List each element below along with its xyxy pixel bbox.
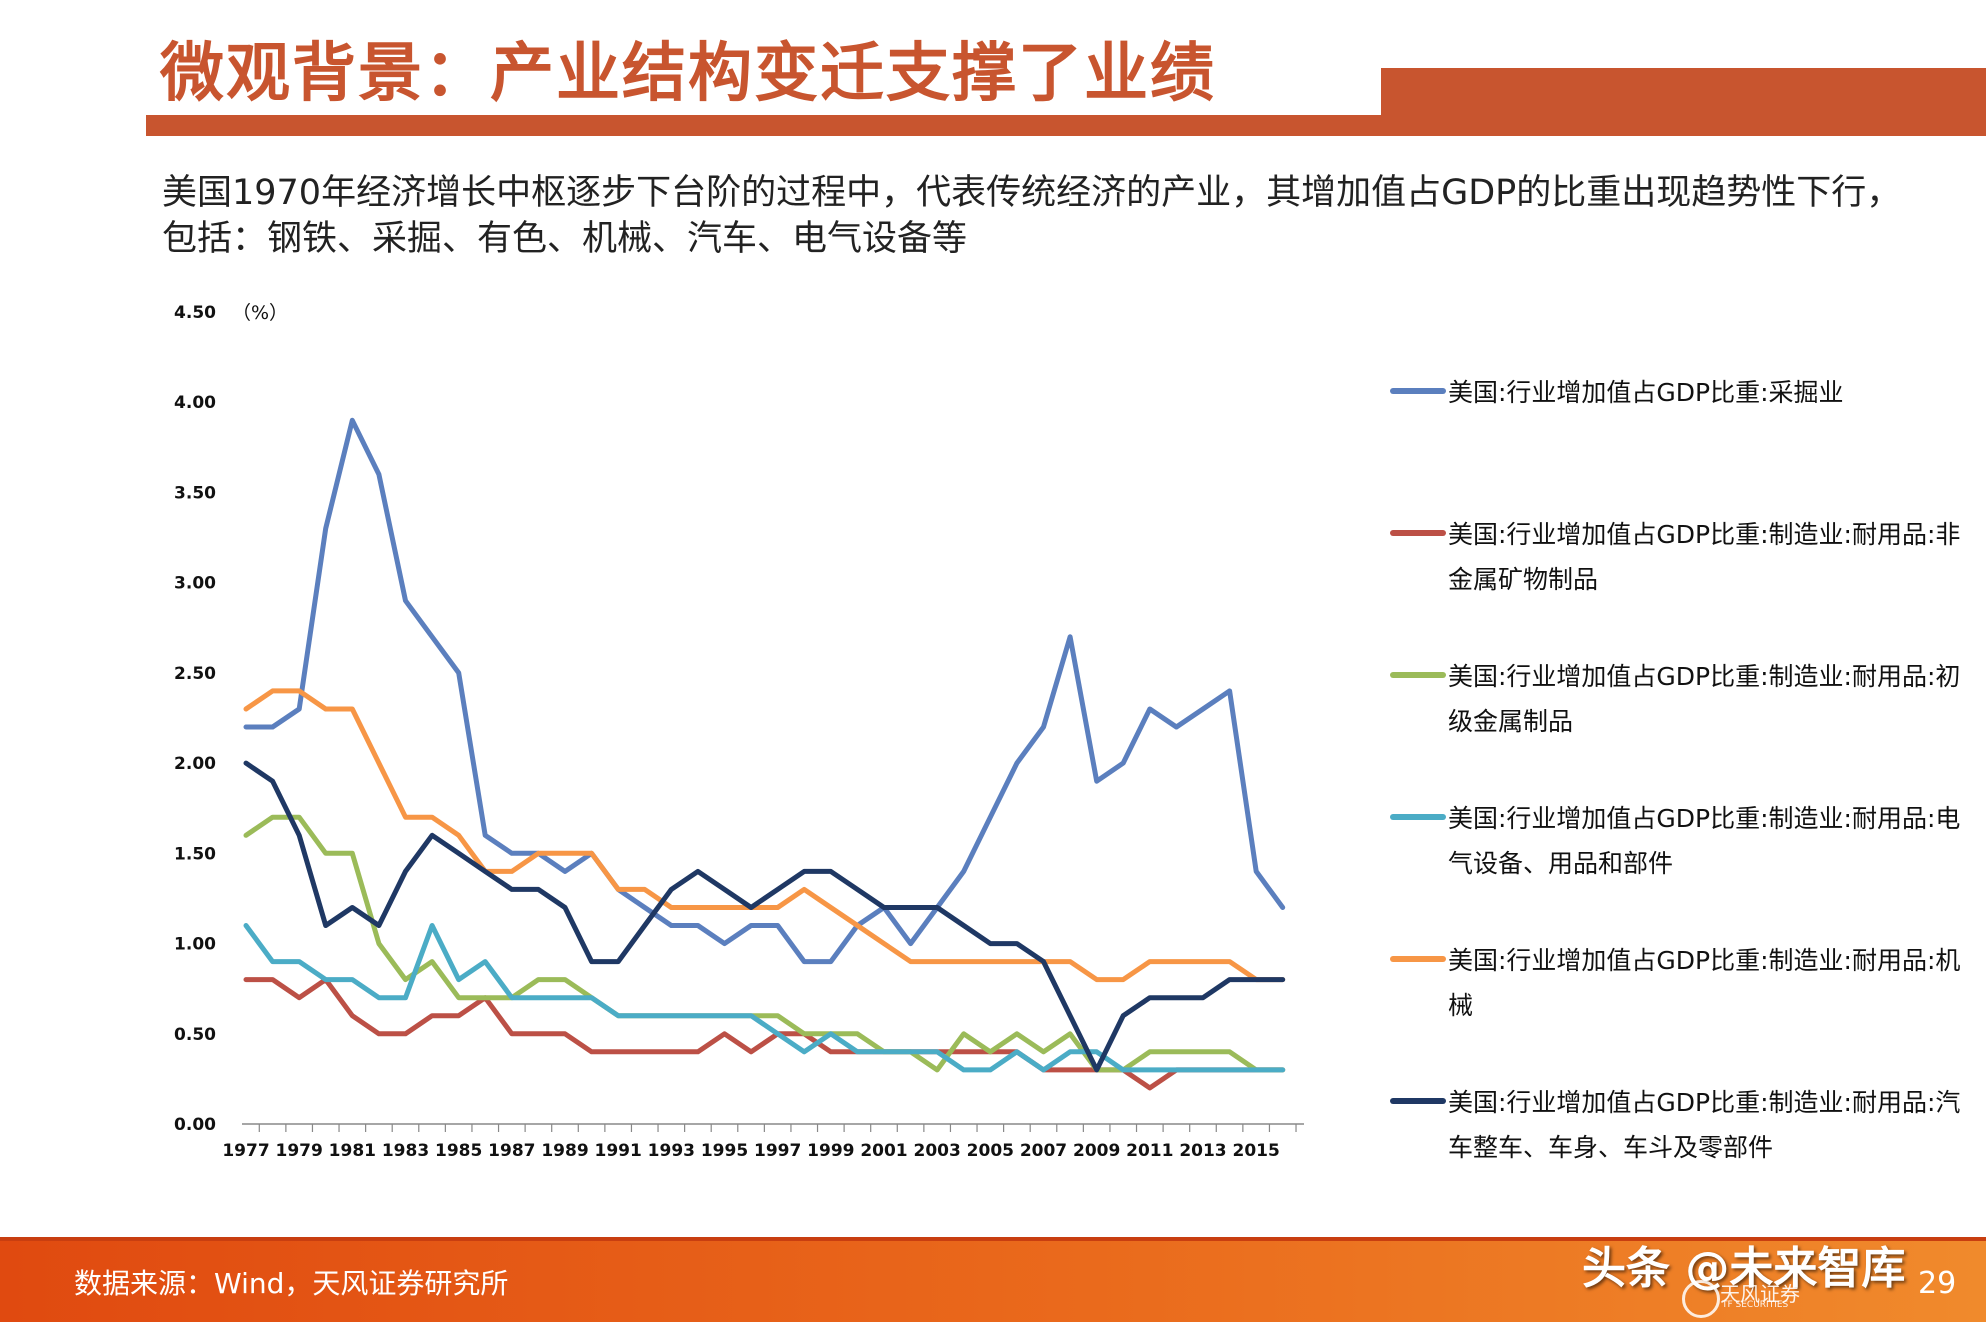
y-tick-label: 1.50 (174, 844, 216, 864)
series-line-5 (243, 760, 1286, 1073)
x-tick-label: 1991 (594, 1141, 641, 1161)
x-tick-label: 2009 (1073, 1141, 1120, 1161)
x-tick-label: 1981 (329, 1141, 376, 1161)
y-tick-label: 3.00 (174, 574, 216, 594)
legend-label: 美国:行业增加值占GDP比重:制造业:耐用品:非金属矿物制品 (1448, 520, 1961, 594)
y-tick-label: 4.00 (174, 393, 216, 413)
x-tick-label: 2001 (860, 1141, 907, 1161)
series-line-2 (243, 814, 1286, 1073)
legend-swatch (1390, 672, 1446, 678)
x-tick-label: 1985 (435, 1141, 482, 1161)
footer-bar (0, 1237, 1986, 1322)
title-underline-bar (146, 115, 1381, 136)
y-tick-label: 2.00 (174, 754, 216, 774)
y-tick-label: 0.50 (174, 1025, 216, 1045)
x-tick-label: 2003 (913, 1141, 960, 1161)
x-tick-label: 2005 (967, 1141, 1014, 1161)
legend-swatch (1390, 814, 1446, 820)
watermark-text: 头条 @未来智库 (1582, 1243, 1906, 1294)
slide-description: 美国1970年经济增长中枢逐步下台阶的过程中，代表传统经济的产业，其增加值占GD… (162, 173, 1902, 259)
legend-swatch (1390, 530, 1446, 536)
legend-swatch (1390, 388, 1446, 394)
chart-series (243, 417, 1286, 1091)
page-title: 微观背景：产业结构变迁支撑了业绩 (160, 37, 1216, 111)
series-line-3 (243, 923, 1286, 1073)
series-line-4 (243, 688, 1286, 983)
logo-icon (1682, 1280, 1720, 1318)
line-chart: 0.00 0.50 1.00 1.50 2.00 2.50 3.00 3.50 4.00 4.50… (174, 302, 1304, 1161)
x-tick-label: 1987 (488, 1141, 535, 1161)
legend-item: 美国:行业增加值占GDP比重:制造业:耐用品:初级金属制品 (1390, 648, 1980, 790)
x-tick-label: 1979 (276, 1141, 323, 1161)
y-tick-label: 0.00 (174, 1115, 216, 1135)
legend-item: 美国:行业增加值占GDP比重:制造业:耐用品:机械 (1390, 932, 1980, 1074)
legend-item: 美国:行业增加值占GDP比重:制造业:耐用品:电气设备、用品和部件 (1390, 790, 1980, 932)
series-line-0 (243, 417, 1286, 965)
x-tick-label: 1997 (754, 1141, 801, 1161)
legend-item: 美国:行业增加值占GDP比重:制造业:耐用品:汽车整车、车身、车斗及零部件 (1390, 1074, 1980, 1216)
legend-label: 美国:行业增加值占GDP比重:采掘业 (1448, 378, 1844, 407)
x-tick-label: 2011 (1126, 1141, 1173, 1161)
x-tick-label: 1989 (541, 1141, 588, 1161)
chart-axes: 0.00 0.50 1.00 1.50 2.00 2.50 3.00 3.50 4.00 4.50… (174, 302, 1304, 1161)
x-tick-label: 2015 (1232, 1141, 1279, 1161)
x-tick-label: 1995 (701, 1141, 748, 1161)
legend-item: 美国:行业增加值占GDP比重:采掘业 (1390, 364, 1980, 506)
x-tick-label: 2007 (1020, 1141, 1067, 1161)
x-tick-label: 2013 (1179, 1141, 1226, 1161)
company-logo-text: 天风证券 (1720, 1282, 1800, 1306)
legend-item: 美国:行业增加值占GDP比重:制造业:耐用品:非金属矿物制品 (1390, 506, 1980, 648)
legend-label: 美国:行业增加值占GDP比重:制造业:耐用品:初级金属制品 (1448, 662, 1961, 736)
title-accent-bar (1381, 68, 1986, 136)
x-tick-label: 1999 (807, 1141, 854, 1161)
legend-swatch (1390, 956, 1446, 962)
legend-label: 美国:行业增加值占GDP比重:制造业:耐用品:电气设备、用品和部件 (1448, 804, 1961, 878)
legend-label: 美国:行业增加值占GDP比重:制造业:耐用品:机械 (1448, 946, 1961, 1020)
y-tick-label: 2.50 (174, 664, 216, 684)
page-number: 29 (1918, 1266, 1957, 1301)
chart-legend: 美国:行业增加值占GDP比重:采掘业 美国:行业增加值占GDP比重:制造业:耐用… (1390, 364, 1980, 1216)
x-tick-label: 1983 (382, 1141, 429, 1161)
y-unit-label: （%） (232, 302, 288, 324)
legend-label: 美国:行业增加值占GDP比重:制造业:耐用品:汽车整车、车身、车斗及零部件 (1448, 1088, 1961, 1162)
footer-divider (0, 1237, 1986, 1241)
x-tick-label: 1993 (648, 1141, 695, 1161)
y-tick-label: 1.00 (174, 935, 216, 955)
y-tick-label: 3.50 (174, 483, 216, 503)
data-source: 数据来源：Wind，天风证券研究所 (74, 1267, 509, 1300)
x-tick-label: 1977 (222, 1141, 269, 1161)
legend-swatch (1390, 1098, 1446, 1104)
company-logo-subtext: TF SECURITIES (1722, 1300, 1789, 1310)
y-tick-label: 4.50 (174, 303, 216, 323)
